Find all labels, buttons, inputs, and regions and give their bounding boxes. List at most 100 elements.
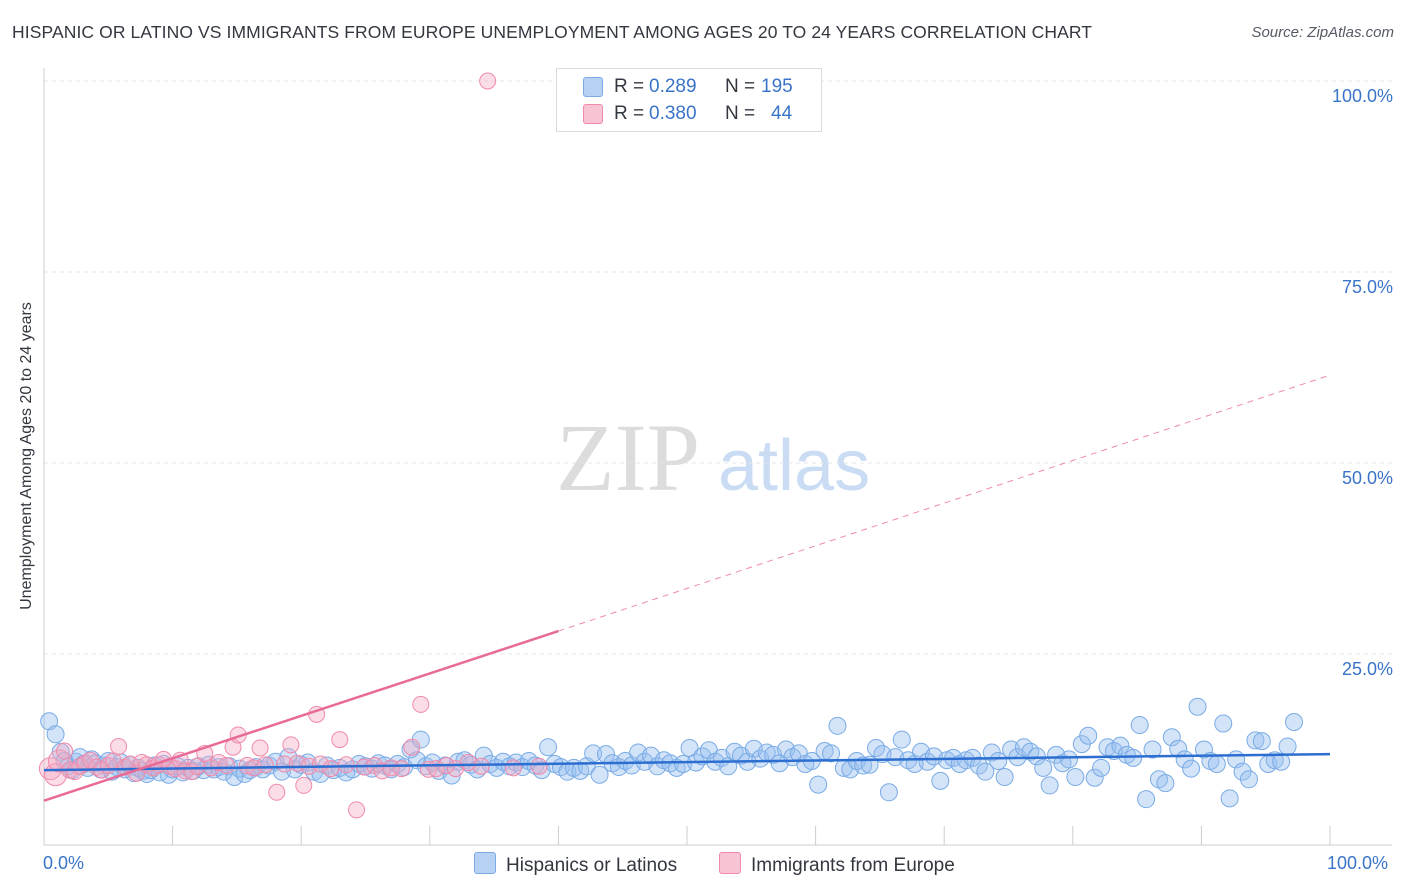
data-point-hispanics xyxy=(1272,752,1291,771)
data-point-europe xyxy=(311,755,329,773)
data-point-europe xyxy=(504,759,522,777)
data-point-hispanics xyxy=(1220,789,1239,808)
data-point-europe xyxy=(81,751,99,769)
gridlines xyxy=(44,80,1392,655)
legend-n-label: N = xyxy=(725,103,756,124)
trend-line-europe xyxy=(43,629,559,802)
y-tick-label: 25.0% xyxy=(1341,659,1393,679)
data-point-hispanics xyxy=(1169,739,1188,758)
data-point-hispanics xyxy=(1092,758,1111,777)
bottom-legend-hispanics[interactable]: Hispanics or Latinos xyxy=(474,852,677,877)
data-point-hispanics xyxy=(1066,768,1085,787)
data-point-europe xyxy=(530,757,548,775)
chart-title: HISPANIC OR LATINO VS IMMIGRANTS FROM EU… xyxy=(12,22,1093,42)
trend-lines xyxy=(43,374,1331,802)
y-tick-label: 100.0% xyxy=(1331,86,1393,106)
data-point-europe xyxy=(403,738,421,756)
data-point-hispanics xyxy=(1156,774,1175,793)
x-tick-min: 0.0% xyxy=(43,853,85,873)
data-point-hispanics xyxy=(1130,716,1149,735)
data-point-hispanics xyxy=(1252,732,1271,751)
data-point-hispanics xyxy=(1194,740,1213,759)
data-point-hispanics xyxy=(1059,750,1078,769)
data-point-hispanics xyxy=(1239,770,1258,789)
data-point-hispanics xyxy=(1027,747,1046,766)
data-point-europe xyxy=(47,749,71,773)
data-point-hispanics xyxy=(584,744,603,763)
data-point-hispanics xyxy=(674,755,693,774)
data-point-hispanics xyxy=(616,751,635,770)
data-point-hispanics xyxy=(1014,738,1033,757)
legend-label-hispanics: Hispanics or Latinos xyxy=(506,855,678,876)
trend-line-europe-extended xyxy=(558,374,1331,632)
legend-r-label: R = xyxy=(614,76,645,97)
data-point-hispanics xyxy=(822,744,841,763)
data-point-europe xyxy=(251,739,269,757)
legend-swatch-europe xyxy=(583,104,603,124)
data-point-europe xyxy=(238,757,256,775)
data-point-hispanics xyxy=(539,738,558,757)
legend-r-label: R = xyxy=(614,103,645,124)
data-point-hispanics xyxy=(1034,758,1053,777)
trend-line-hispanics xyxy=(43,752,1331,772)
data-point-hispanics xyxy=(1284,712,1303,731)
data-point-hispanics xyxy=(1040,776,1059,795)
data-point-hispanics xyxy=(976,762,995,781)
data-point-europe xyxy=(188,757,206,775)
data-point-hispanics xyxy=(1021,742,1040,761)
data-point-europe xyxy=(268,783,286,801)
data-point-hispanics xyxy=(1137,790,1156,809)
data-point-hispanics xyxy=(1246,731,1265,750)
legend-r-value: 0.289 xyxy=(649,76,697,97)
data-point-hispanics xyxy=(1162,728,1181,747)
data-point-europe xyxy=(295,776,313,794)
data-point-hispanics xyxy=(931,771,950,790)
data-point-hispanics xyxy=(1143,740,1162,759)
data-point-hispanics xyxy=(1079,726,1098,745)
data-point-hispanics xyxy=(590,765,609,784)
data-point-hispanics xyxy=(809,775,828,794)
data-point-europe xyxy=(412,695,430,713)
data-point-hispanics xyxy=(1233,762,1252,781)
data-point-europe xyxy=(331,731,349,749)
data-point-hispanics xyxy=(879,783,898,802)
data-point-europe xyxy=(110,737,128,755)
data-point-hispanics xyxy=(1188,697,1207,716)
data-point-hispanics xyxy=(1085,768,1104,787)
correlation-legend: R = 0.289 N = 195 R = 0.380 N = 44 xyxy=(556,68,822,132)
data-point-europe xyxy=(218,757,236,775)
legend-n-value: 195 xyxy=(761,76,793,97)
data-point-hispanics xyxy=(1124,748,1143,767)
data-point-hispanics xyxy=(1214,714,1233,733)
data-point-hispanics xyxy=(828,716,847,735)
axes xyxy=(43,68,1392,846)
data-point-europe xyxy=(479,72,497,90)
legend-n-value: 44 xyxy=(771,103,793,124)
data-point-europe xyxy=(322,760,340,778)
y-tick-label: 75.0% xyxy=(1341,277,1393,297)
legend-r-value: 0.380 xyxy=(649,103,697,124)
data-point-hispanics xyxy=(494,752,513,771)
bottom-legend-europe[interactable]: Immigrants from Europe xyxy=(719,852,955,877)
watermark-zip: ZIP xyxy=(556,404,700,511)
data-point-hispanics xyxy=(526,756,545,775)
data-point-hispanics xyxy=(892,730,911,749)
data-point-hispanics xyxy=(51,742,70,761)
data-point-europe xyxy=(347,801,365,819)
legend-swatch-hispanics xyxy=(474,852,496,874)
y-axis-label: Unemployment Among Ages 20 to 24 years xyxy=(18,302,35,610)
data-point-hispanics xyxy=(995,768,1014,787)
data-point-hispanics xyxy=(46,725,65,744)
data-point-hispanics xyxy=(854,756,873,775)
legend-label-europe: Immigrants from Europe xyxy=(751,855,955,876)
data-point-hispanics xyxy=(1278,737,1297,756)
data-point-hispanics xyxy=(1207,755,1226,774)
data-point-hispanics xyxy=(989,751,1008,770)
y-tick-label: 50.0% xyxy=(1341,468,1393,488)
data-point-europe xyxy=(56,742,74,760)
legend-n-label: N = xyxy=(725,76,756,97)
x-tick-max: 100.0% xyxy=(1327,853,1389,873)
data-point-europe xyxy=(459,753,477,771)
data-point-hispanics xyxy=(1111,736,1130,755)
